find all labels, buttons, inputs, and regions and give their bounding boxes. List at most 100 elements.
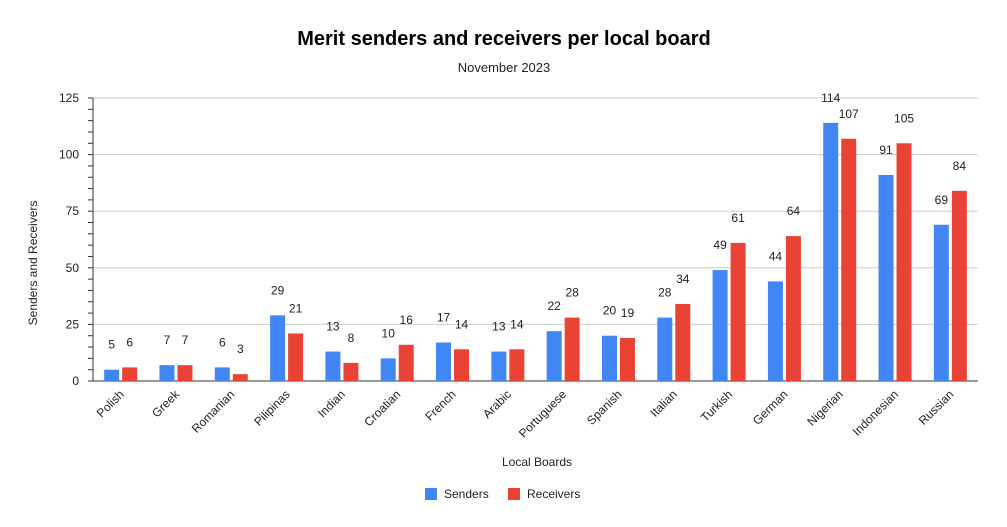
- bar-receivers-indonesian: [896, 143, 912, 381]
- bar-senders-indonesian: [878, 174, 894, 381]
- x-tick-label: Croatian: [361, 387, 403, 429]
- bar-receivers-greek: [177, 365, 193, 381]
- y-tick-label: 75: [66, 204, 80, 218]
- gridlines: [88, 97, 978, 382]
- data-label-senders: 22: [547, 299, 561, 313]
- bar-receivers-french: [454, 349, 470, 381]
- x-axis-ticks: Polish Greek Romanian Pilipinas Indian Croati…: [94, 387, 957, 441]
- data-label-senders: 6: [219, 335, 226, 349]
- data-label-senders: 49: [713, 238, 727, 252]
- x-tick-label: Arabic: [480, 387, 514, 421]
- bar-receivers-turkish: [730, 242, 746, 381]
- data-label-senders: 17: [437, 311, 451, 325]
- bar-senders-romanian: [214, 367, 230, 381]
- data-label-senders: 10: [382, 326, 396, 340]
- x-tick-label: German: [750, 387, 791, 428]
- data-label-senders: 20: [603, 304, 617, 318]
- data-label-senders: 29: [271, 283, 285, 297]
- bar-senders-indian: [325, 351, 341, 381]
- data-label-receivers: 34: [676, 272, 690, 286]
- y-axis-ticks: 0 25 50 75 100 125: [59, 91, 79, 388]
- data-label-senders: 114: [821, 91, 840, 105]
- bar-senders-spanish: [601, 335, 617, 381]
- legend-swatch-receivers: [508, 488, 520, 500]
- x-tick-label: Pilipinas: [251, 387, 293, 429]
- x-tick-label: Italian: [647, 387, 680, 420]
- legend-label-receivers: Receivers: [527, 487, 580, 501]
- data-label-receivers: 3: [237, 342, 244, 356]
- bar-senders-italian: [657, 317, 673, 381]
- bar-senders-croatian: [380, 358, 396, 381]
- bar-senders-greek: [159, 365, 175, 381]
- data-label-senders: 44: [769, 249, 783, 263]
- data-label-receivers: 16: [400, 313, 414, 327]
- chart-title: Merit senders and receivers per local bo…: [297, 28, 711, 50]
- bar-senders-pilipinas: [270, 315, 286, 381]
- x-axis-title: Local Boards: [502, 455, 572, 469]
- data-label-receivers: 107: [839, 107, 859, 121]
- bar-receivers-german: [785, 236, 801, 381]
- y-tick-label: 100: [59, 148, 79, 162]
- bar-receivers-italian: [675, 304, 691, 381]
- x-tick-label: Portuguese: [516, 387, 570, 441]
- data-label-senders: 13: [492, 320, 506, 334]
- bars: [104, 122, 967, 382]
- data-label-receivers: 8: [348, 331, 355, 345]
- y-tick-label: 125: [59, 91, 79, 105]
- x-tick-label: Nigerian: [804, 387, 846, 429]
- x-tick-label: Indonesian: [850, 387, 901, 438]
- bar-senders-arabic: [491, 351, 507, 381]
- data-label-receivers: 6: [126, 335, 133, 349]
- data-label-receivers: 7: [182, 333, 189, 347]
- y-tick-label: 25: [66, 317, 80, 331]
- bar-senders-portuguese: [546, 331, 562, 381]
- bar-senders-nigerian: [823, 122, 839, 382]
- bar-receivers-arabic: [509, 349, 525, 381]
- bar-senders-polish: [104, 369, 120, 381]
- x-tick-label: Indian: [315, 387, 348, 420]
- bar-receivers-portuguese: [564, 317, 580, 381]
- data-label-senders: 5: [108, 338, 115, 352]
- data-label-senders: 28: [658, 286, 672, 300]
- y-axis-title: Senders and Receivers: [26, 201, 40, 326]
- legend-swatch-senders: [425, 488, 437, 500]
- data-label-receivers: 105: [894, 111, 914, 125]
- bar-receivers-russian: [951, 190, 967, 381]
- y-tick-label: 0: [72, 374, 79, 388]
- data-label-receivers: 14: [455, 317, 469, 331]
- bar-senders-russian: [933, 224, 949, 381]
- bar-receivers-polish: [122, 367, 138, 381]
- x-tick-label: Spanish: [584, 387, 625, 428]
- bar-senders-german: [767, 281, 783, 381]
- x-tick-label: Romanian: [189, 387, 238, 436]
- x-tick-label: French: [422, 387, 458, 423]
- bar-receivers-spanish: [619, 337, 635, 381]
- data-label-receivers: 21: [289, 301, 303, 315]
- y-tick-label: 50: [66, 261, 80, 275]
- data-label-senders: 69: [935, 193, 949, 207]
- x-tick-label: Greek: [149, 387, 183, 421]
- bar-receivers-indian: [343, 362, 359, 381]
- bar-receivers-pilipinas: [288, 333, 304, 381]
- data-label-receivers: 84: [953, 159, 967, 173]
- legend-label-senders: Senders: [444, 487, 489, 501]
- data-label-senders: 7: [164, 333, 171, 347]
- data-label-receivers: 19: [621, 306, 635, 320]
- bar-receivers-nigerian: [841, 138, 857, 381]
- x-tick-label: Turkish: [698, 387, 735, 424]
- bar-receivers-croatian: [398, 344, 414, 381]
- chart-subtitle: November 2023: [458, 60, 551, 75]
- legend: Senders Receivers: [425, 487, 580, 501]
- x-tick-label: Polish: [94, 387, 127, 420]
- data-label-senders: 91: [879, 143, 893, 157]
- data-label-receivers: 14: [510, 317, 524, 331]
- data-label-receivers: 64: [787, 204, 801, 218]
- data-label-receivers: 61: [731, 211, 745, 225]
- x-tick-label: Russian: [916, 387, 957, 428]
- bar-receivers-romanian: [232, 374, 248, 381]
- data-label-receivers: 28: [565, 286, 579, 300]
- bar-senders-turkish: [712, 270, 728, 381]
